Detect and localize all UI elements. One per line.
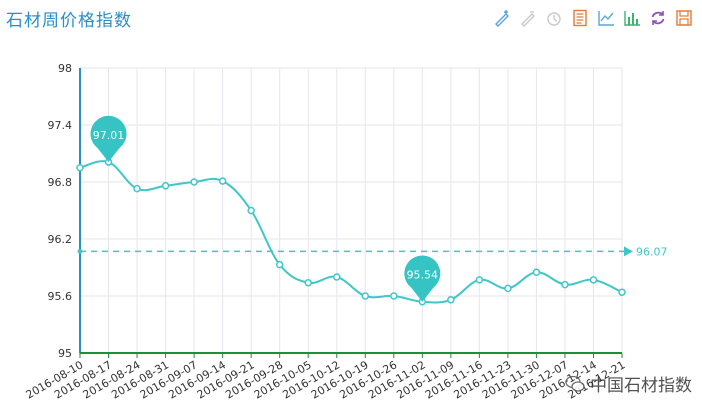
markpoint-shape [90, 115, 127, 163]
data-point [218, 177, 227, 185]
save-icon[interactable] [674, 8, 694, 28]
y-tick-label: 98 [58, 62, 72, 75]
toolbox [492, 8, 694, 28]
y-tick-label: 95.6 [48, 290, 73, 303]
data-point [361, 292, 370, 300]
data-point [618, 288, 626, 296]
markline-arrow [624, 246, 633, 257]
markline-label: 96.07 [636, 245, 668, 258]
zoom-reset-icon[interactable] [518, 8, 538, 28]
data-point [561, 280, 569, 289]
data-point [589, 276, 598, 284]
watermark-text: 中国石材指数 [590, 376, 692, 396]
data-point [190, 178, 198, 186]
zoom-icon[interactable] [492, 8, 512, 28]
restore-icon[interactable] [544, 8, 564, 28]
data-view-icon[interactable] [570, 8, 590, 28]
data-point [275, 260, 284, 269]
markline-start [77, 248, 83, 254]
data-point [532, 268, 541, 276]
markpoint-label: 97.01 [93, 129, 125, 142]
y-tick-label: 96.8 [48, 176, 73, 189]
data-point [304, 278, 312, 287]
refresh-icon[interactable] [648, 8, 668, 28]
bar-chart-icon[interactable] [622, 8, 642, 28]
markpoint-shape [404, 255, 441, 302]
data-point [76, 164, 84, 172]
watermark: 中国石材指数 [565, 371, 692, 396]
data-point [133, 184, 141, 193]
wechat-icon [565, 375, 585, 392]
y-tick-label: 95 [58, 347, 72, 360]
markpoint-pin: 95.54 [404, 255, 441, 302]
data-point [390, 292, 398, 300]
markpoint-label: 95.54 [407, 269, 439, 282]
y-tick-label: 96.2 [48, 233, 73, 246]
line-chart-icon[interactable] [596, 8, 616, 28]
markpoint-pin: 97.01 [90, 115, 127, 163]
data-point [332, 273, 341, 281]
data-point [504, 284, 512, 293]
data-point [475, 276, 484, 284]
data-point [447, 296, 455, 304]
data-point [247, 206, 255, 215]
chart-title: 石材周价格指数 [6, 11, 132, 31]
y-tick-label: 97.4 [48, 119, 73, 132]
data-point [161, 182, 170, 190]
